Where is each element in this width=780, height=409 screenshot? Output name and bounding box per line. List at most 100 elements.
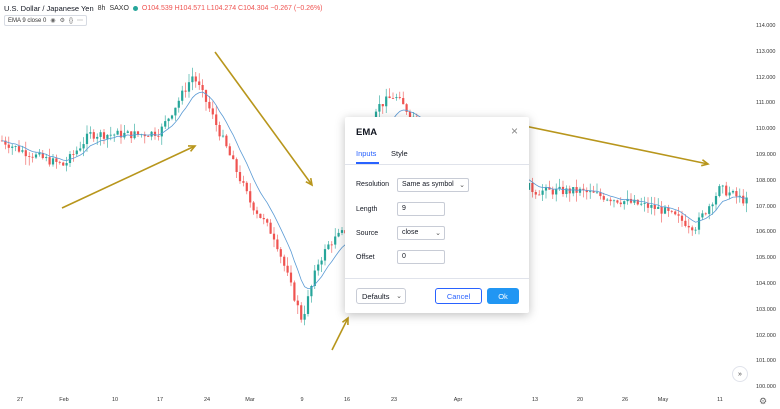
tab-inputs[interactable]: Inputs xyxy=(356,149,377,158)
candle-body xyxy=(89,132,92,134)
candle-body xyxy=(728,192,731,196)
candle-body xyxy=(708,206,711,214)
tab-style[interactable]: Style xyxy=(391,149,408,158)
indicator-legend[interactable]: EMA 9 close 0 ◉ ⚙ {} ⋯ xyxy=(4,15,88,26)
candle-body xyxy=(619,202,622,205)
candle-body xyxy=(408,111,412,118)
candle-body xyxy=(85,133,89,145)
candle-body xyxy=(228,146,231,156)
scroll-to-realtime-button[interactable]: » xyxy=(732,366,748,382)
candle-body xyxy=(616,200,619,203)
ok-button[interactable]: Ok xyxy=(487,288,519,304)
candle-body xyxy=(742,195,745,204)
candle-body xyxy=(592,191,595,193)
candle-body xyxy=(589,191,592,193)
interval-label[interactable]: 8h xyxy=(97,5,106,12)
candle-body xyxy=(58,161,61,163)
candle-body xyxy=(660,206,663,214)
source-value: close xyxy=(402,229,419,236)
length-input[interactable]: 9 xyxy=(397,202,445,216)
candle-body xyxy=(72,154,75,155)
time-tick-label: May xyxy=(657,397,669,403)
candle-body xyxy=(269,222,272,234)
resolution-label: Resolution xyxy=(356,181,390,188)
price-axis[interactable]: 114.000 113.000 112.000 111.000 110.000 109.0… xyxy=(752,0,780,394)
candle-body xyxy=(391,98,395,99)
defaults-dropdown[interactable]: Defaults ⌄ xyxy=(356,288,406,304)
offset-input[interactable]: 0 xyxy=(397,250,445,264)
candle-body xyxy=(602,196,605,200)
candle-body xyxy=(402,98,405,105)
price-tick-label: 102.000 xyxy=(756,332,776,339)
candle-body xyxy=(28,156,31,157)
candle-body xyxy=(99,132,102,137)
chevron-down-icon: ⌄ xyxy=(396,293,402,300)
more-icon[interactable]: ⋯ xyxy=(77,18,84,24)
trend-arrow-line xyxy=(61,145,196,209)
price-tick-label: 111.000 xyxy=(756,100,776,107)
candle-body xyxy=(293,282,296,301)
candle-body xyxy=(405,104,408,112)
candle-body xyxy=(582,188,585,191)
candle-body xyxy=(340,230,344,233)
candle-body xyxy=(184,90,187,92)
time-tick-label: 10 xyxy=(111,397,119,403)
candle-body xyxy=(221,135,225,137)
settings-icon[interactable]: ⚙ xyxy=(59,18,65,24)
time-axis[interactable]: 27 Feb 10 17 24 Mar 9 16 23 Apr 13 20 26 May 11 xyxy=(0,394,752,409)
candle-body xyxy=(731,191,735,193)
candle-body xyxy=(119,130,123,138)
candle-body xyxy=(238,172,242,182)
candle-body xyxy=(677,214,680,216)
candle-body xyxy=(164,121,167,127)
candle-body xyxy=(395,97,398,99)
chart-settings-icon[interactable]: ⚙ xyxy=(759,396,768,406)
candle-body xyxy=(157,135,160,137)
offset-value: 0 xyxy=(402,253,406,260)
symbol-name[interactable]: U.S. Dollar / Japanese Yen xyxy=(4,4,94,13)
candle-body xyxy=(4,140,7,145)
candle-body xyxy=(381,104,384,107)
time-tick-label: 27 xyxy=(16,397,24,403)
candle-body xyxy=(68,154,72,164)
candle-body xyxy=(160,126,163,137)
candle-body xyxy=(109,134,112,136)
offset-label: Offset xyxy=(356,254,375,261)
candle-body xyxy=(116,130,119,135)
price-tick-label: 110.000 xyxy=(756,126,776,133)
candle-body xyxy=(106,134,109,139)
candle-body xyxy=(252,202,255,211)
candle-body xyxy=(96,136,99,139)
close-icon[interactable]: × xyxy=(510,124,518,138)
dialog-title: EMA xyxy=(356,127,378,138)
candle-body xyxy=(41,152,44,159)
candle-body xyxy=(167,118,170,122)
price-tick-label: 104.000 xyxy=(756,281,776,287)
candle-body xyxy=(174,107,177,116)
candle-body xyxy=(279,249,282,257)
ema-settings-dialog: EMA × Inputs Style Resolution Same as sy… xyxy=(345,117,529,313)
code-icon[interactable]: {} xyxy=(69,17,74,24)
candle-body xyxy=(711,204,714,207)
cancel-button[interactable]: Cancel xyxy=(435,288,482,304)
defaults-label: Defaults xyxy=(362,291,390,301)
candle-body xyxy=(334,236,337,245)
candle-body xyxy=(643,203,646,204)
candle-body xyxy=(235,159,238,173)
source-select[interactable]: close ⌄ xyxy=(397,226,445,240)
candle-body xyxy=(337,232,340,237)
candle-body xyxy=(136,131,140,135)
candle-body xyxy=(551,189,554,195)
price-tick-label: 109.000 xyxy=(756,152,776,158)
candle-body xyxy=(38,152,41,155)
resolution-select[interactable]: Same as symbol ⌄ xyxy=(397,178,469,192)
candle-body xyxy=(130,131,133,139)
candle-body xyxy=(609,199,612,202)
candle-body xyxy=(718,186,721,197)
candle-body xyxy=(259,213,262,218)
candle-body xyxy=(310,286,313,297)
price-tick-label: 107.000 xyxy=(756,203,776,210)
trend-arrow-head xyxy=(701,159,710,167)
eye-icon[interactable]: ◉ xyxy=(50,18,56,24)
candle-body xyxy=(62,162,65,166)
